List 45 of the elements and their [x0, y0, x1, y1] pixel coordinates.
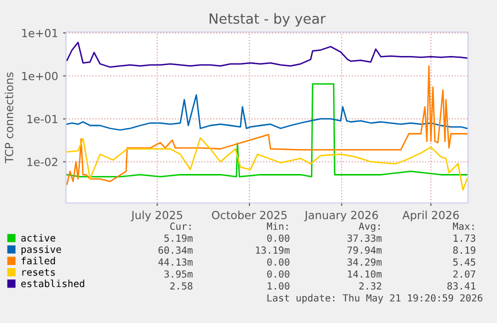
line-series: [66, 42, 468, 68]
text: 14.10m: [348, 270, 382, 278]
y-axis-title: TCP connections: [4, 72, 14, 164]
text: 5.45: [453, 258, 476, 266]
text: Min:: [266, 222, 288, 230]
legend-label: active: [21, 234, 56, 242]
text: 3.95m: [164, 270, 193, 278]
text: 0.00: [267, 234, 290, 242]
line-series: [66, 137, 468, 191]
line-series: [66, 83, 468, 178]
text: 1.73: [454, 234, 476, 242]
chart-title: Netstat - by year: [210, 13, 326, 27]
text: 83.41: [447, 282, 476, 290]
line-series: [66, 94, 468, 131]
legend-label: failed: [22, 256, 55, 264]
text: 37.33m: [348, 234, 382, 242]
text: Avg:: [358, 222, 380, 232]
text: 13.19m: [256, 246, 290, 254]
x-tick-label: April 2026: [402, 210, 459, 222]
legend-label: passive: [22, 245, 62, 255]
text: 2.32: [359, 282, 382, 290]
text: Cur:: [170, 222, 191, 230]
text: 8.19: [453, 246, 476, 254]
y-tick-label: 1e-02: [28, 158, 58, 166]
text: 60.34m: [158, 246, 193, 254]
text: 2.58: [170, 282, 192, 290]
x-tick-label: January 2026: [304, 210, 378, 222]
text: Last update: Thu May 21 19:20:59 2026: [267, 294, 482, 304]
text: 34.29m: [348, 258, 382, 266]
text: 44.13m: [158, 258, 193, 266]
y-tick-label: 1e-01: [28, 114, 58, 124]
legend-label: established: [21, 280, 84, 288]
x-tick-label: October 2025: [212, 210, 287, 220]
line-series: [66, 65, 468, 185]
text: 79.94m: [348, 246, 382, 254]
x-tick-label: July 2025: [130, 210, 182, 222]
y-tick-label: 1e+01: [22, 28, 58, 38]
y-tick-label: 1e+00: [22, 72, 58, 80]
text: 2.07: [453, 270, 476, 278]
legend-label: resets: [22, 268, 55, 276]
text: 0.00: [267, 258, 290, 266]
text: 5.19m: [164, 234, 193, 242]
text: 1.00: [268, 282, 290, 290]
text: 0.00: [267, 270, 290, 278]
text: Max:: [452, 222, 474, 230]
